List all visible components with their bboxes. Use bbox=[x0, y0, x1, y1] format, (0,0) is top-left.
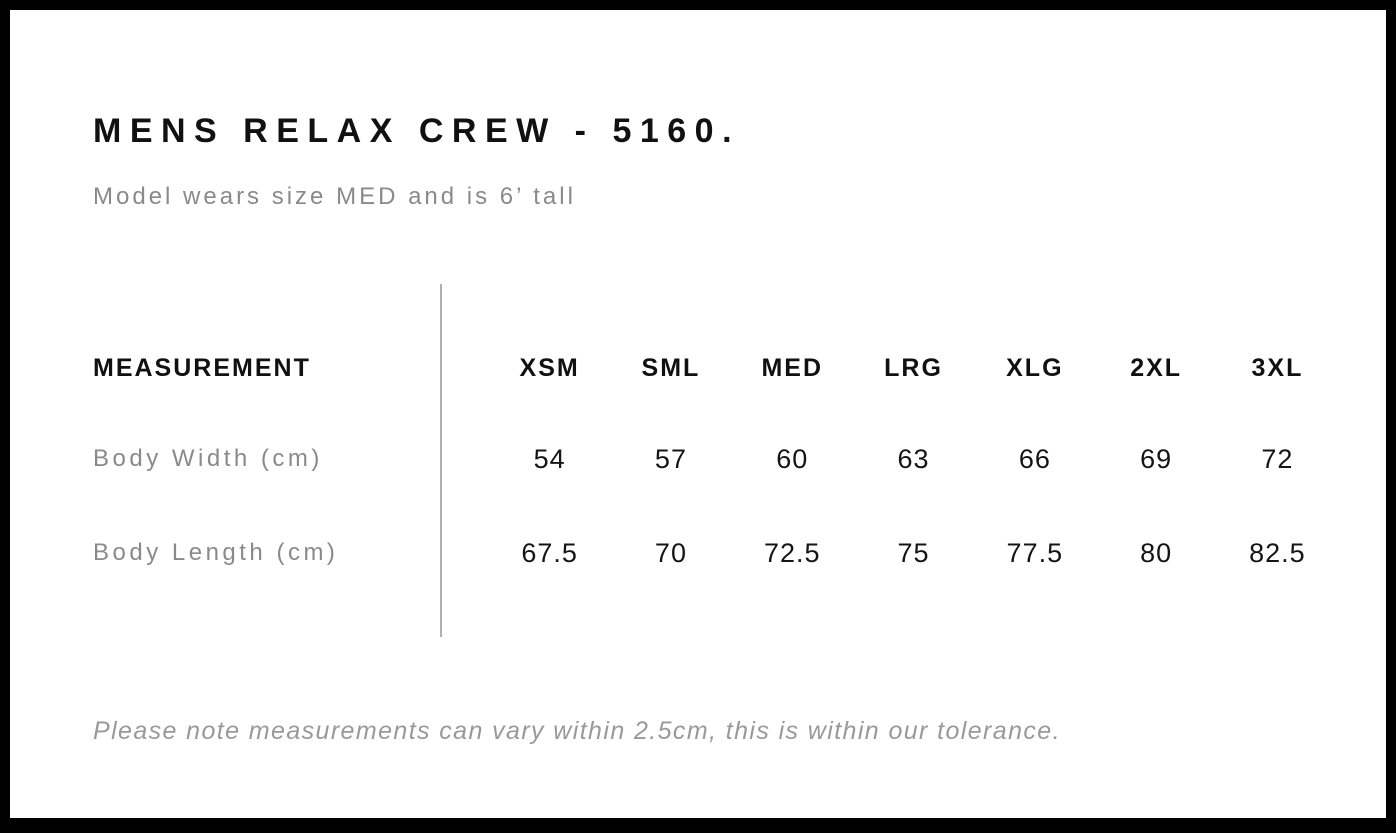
body-length-med: 72.5 bbox=[763, 538, 821, 568]
body-length-2xl: 80 bbox=[1140, 538, 1173, 568]
body-length-3xl: 82.5 bbox=[1249, 538, 1306, 568]
body-width-xsm: 54 bbox=[533, 444, 566, 474]
size-header-xlg: XLG bbox=[1006, 354, 1064, 382]
body-width-med: 60 bbox=[776, 444, 809, 474]
body-width-2xl: 69 bbox=[1140, 444, 1173, 474]
size-header-med: MED bbox=[761, 354, 824, 382]
body-width-row: Body Width (cm) 54 57 60 63 66 69 72 bbox=[93, 443, 1338, 475]
body-width-3xl: 72 bbox=[1261, 444, 1294, 474]
body-length-row: Body Length (cm) 67.5 70 72.5 75 77.5 80… bbox=[93, 537, 1338, 569]
body-width-row-label: Body Width (cm) bbox=[93, 445, 323, 472]
size-header-lrg: LRG bbox=[884, 354, 943, 382]
size-chart-panel: MENS RELAX CREW - 5160. Model wears size… bbox=[10, 10, 1386, 818]
body-width-sml: 57 bbox=[654, 444, 687, 474]
body-width-lrg: 63 bbox=[897, 444, 930, 474]
size-table-header-row: MEASUREMENT XSM SML MED LRG XLG 2XL 3XL bbox=[93, 352, 1338, 384]
size-header-sml: SML bbox=[641, 354, 701, 382]
measurement-column-header: MEASUREMENT bbox=[93, 354, 311, 382]
page-title: MENS RELAX CREW - 5160. bbox=[93, 112, 741, 150]
size-header-2xl: 2XL bbox=[1130, 354, 1183, 382]
body-length-row-label: Body Length (cm) bbox=[93, 539, 339, 566]
tolerance-note: Please note measurements can vary within… bbox=[93, 717, 1061, 745]
body-length-xsm: 67.5 bbox=[521, 538, 578, 568]
size-header-3xl: 3XL bbox=[1251, 354, 1304, 382]
size-header-xsm: XSM bbox=[519, 354, 580, 382]
body-length-lrg: 75 bbox=[897, 538, 930, 568]
model-size-subtitle: Model wears size MED and is 6’ tall bbox=[93, 183, 576, 210]
body-length-sml: 70 bbox=[654, 538, 687, 568]
table-column-divider bbox=[440, 284, 442, 637]
body-length-xlg: 77.5 bbox=[1006, 538, 1064, 568]
body-width-xlg: 66 bbox=[1018, 444, 1051, 474]
